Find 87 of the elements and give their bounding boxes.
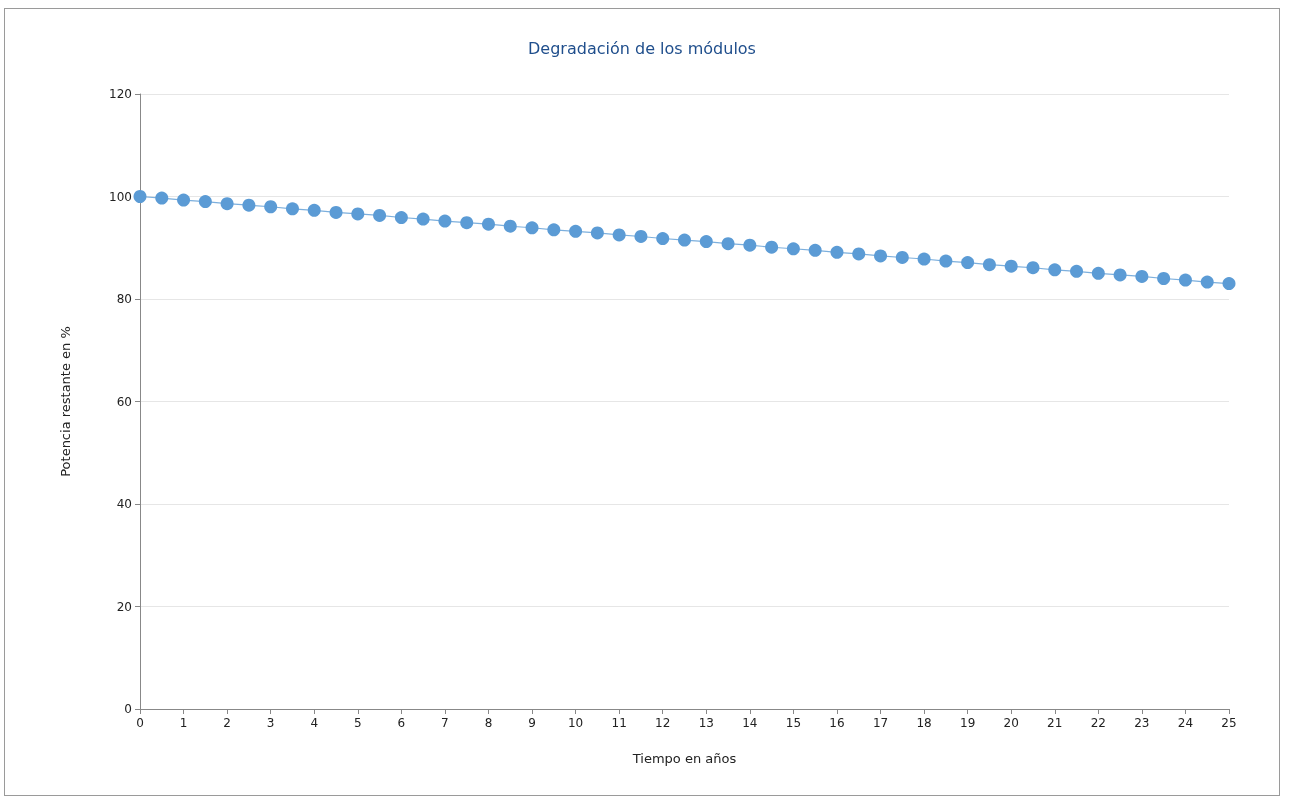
point [1070, 264, 1084, 278]
point [264, 200, 278, 214]
x-tick-label: 13 [698, 716, 714, 730]
point [656, 232, 670, 246]
point [394, 211, 408, 225]
x-tick-label: 3 [266, 716, 275, 730]
point [242, 198, 256, 212]
point [1091, 266, 1105, 280]
point [1048, 263, 1062, 277]
point [1178, 273, 1192, 287]
point [525, 221, 539, 235]
point [307, 203, 321, 217]
y-tick-label: 80 [116, 292, 132, 306]
x-tick-label: 17 [872, 716, 889, 730]
point [634, 229, 648, 243]
x-tick-label: 21 [1047, 716, 1063, 730]
x-tick-label: 12 [655, 716, 671, 730]
x-tick-label: 10 [567, 716, 584, 730]
y-tick-label: 40 [116, 497, 132, 511]
x-tick-label: 11 [611, 716, 627, 730]
point [590, 226, 604, 240]
point [1200, 275, 1214, 289]
point [460, 216, 474, 230]
point [765, 240, 779, 254]
point [1004, 259, 1018, 273]
y-tick-label: 60 [116, 394, 132, 409]
x-tick-label: 20 [1003, 716, 1019, 730]
point [743, 238, 757, 252]
x-tick-label: 25 [1221, 716, 1237, 730]
x-tick-label: 19 [960, 716, 976, 730]
point [351, 207, 365, 221]
chart-title: Degradación de los módulos [528, 38, 756, 58]
point [852, 247, 866, 261]
point [198, 195, 212, 209]
point [939, 254, 953, 268]
point [547, 223, 561, 237]
x-axis-title: Tiempo en años [631, 751, 737, 766]
point [612, 228, 626, 242]
x-tick-label: 14 [742, 716, 758, 730]
point [416, 212, 430, 226]
x-tick-label: 23 [1134, 716, 1150, 730]
point [961, 256, 975, 270]
x-tick-label: 4 [310, 716, 319, 730]
point [155, 191, 169, 205]
point [699, 235, 713, 249]
point [874, 249, 888, 263]
x-tick-label: 22 [1090, 716, 1106, 730]
point [917, 252, 931, 266]
y-tick-label: 120 [109, 87, 132, 101]
point [503, 219, 517, 233]
point [177, 193, 191, 207]
point [1157, 272, 1171, 285]
x-tick-label: 9 [528, 716, 536, 730]
x-tick-label: 0 [136, 716, 144, 730]
point [786, 242, 800, 256]
point [1135, 269, 1149, 283]
point [830, 245, 844, 259]
point [808, 243, 822, 257]
x-tick-label: 24 [1177, 716, 1194, 730]
point [481, 217, 495, 231]
x-tick-label: 5 [353, 716, 362, 730]
point [133, 190, 147, 203]
point [678, 233, 691, 247]
x-tick-label: 16 [829, 716, 845, 730]
point [1026, 261, 1040, 275]
y-axis-title: Potencia restante en % [58, 326, 73, 477]
x-tick-label: 15 [785, 716, 802, 730]
point [569, 224, 583, 238]
point [220, 197, 234, 211]
x-tick-label: 8 [484, 716, 493, 730]
y-tick-label: 100 [109, 189, 132, 204]
point [982, 258, 996, 272]
point [1113, 268, 1127, 282]
x-tick-label: 7 [441, 716, 449, 730]
point [895, 250, 909, 264]
point [1222, 277, 1236, 291]
x-tick-label: 2 [223, 716, 231, 730]
point [329, 205, 343, 219]
y-tick-label: 20 [116, 599, 132, 614]
point [373, 208, 387, 222]
y-tick-label: 0 [124, 702, 132, 716]
x-tick-label: 6 [397, 716, 406, 730]
x-tick-label: 18 [916, 716, 932, 730]
point [721, 237, 735, 251]
x-tick-label: 1 [179, 716, 188, 730]
point [438, 214, 452, 228]
point [285, 202, 299, 216]
